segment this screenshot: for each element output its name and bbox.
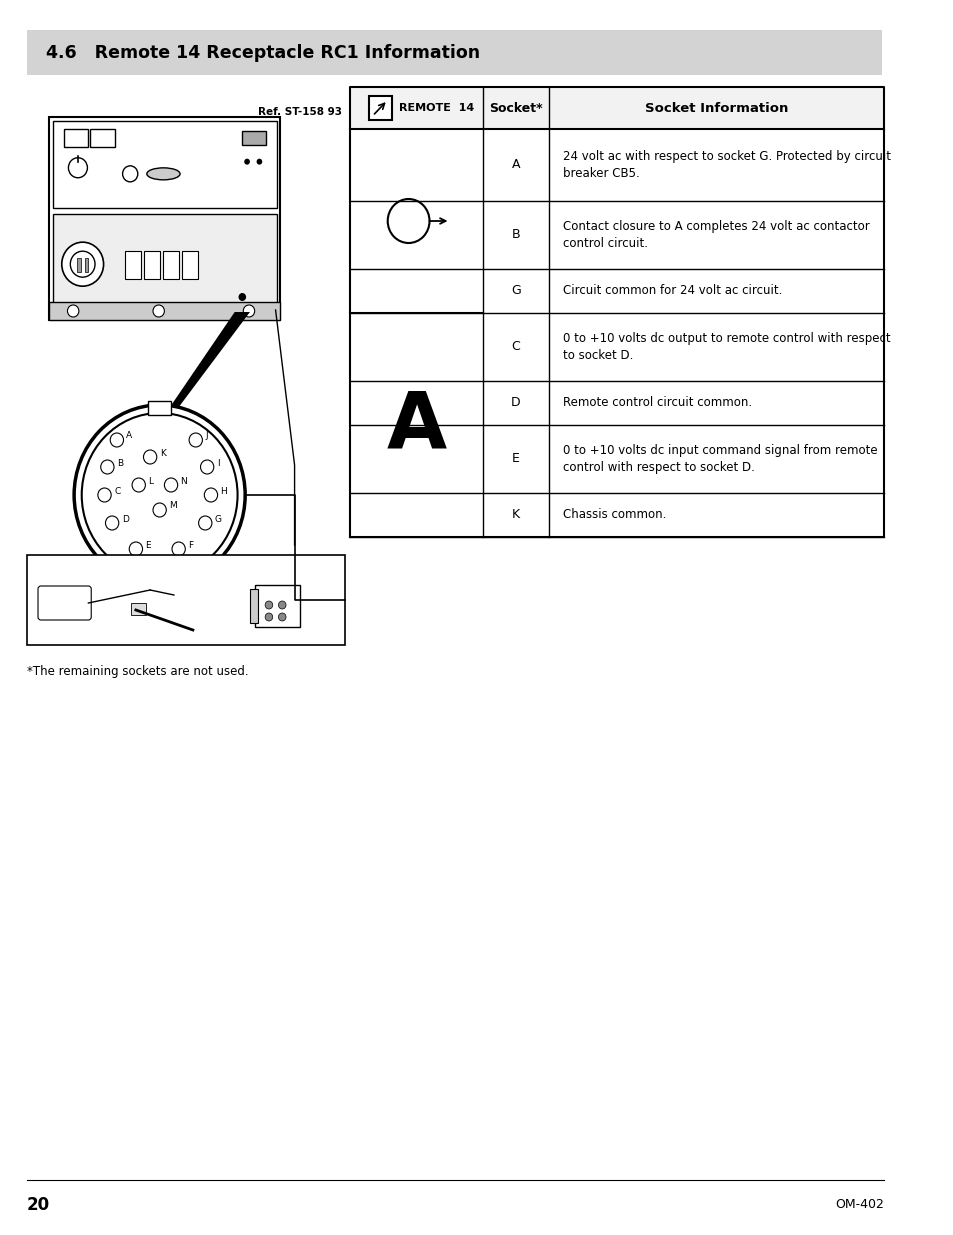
Text: H: H [220,487,227,495]
Circle shape [265,613,273,621]
Text: 4.6   Remote 14 Receptacle RC1 Information: 4.6 Remote 14 Receptacle RC1 Information [46,43,479,62]
Circle shape [387,199,429,243]
Circle shape [238,293,246,301]
Circle shape [101,459,114,474]
Text: C: C [511,341,519,353]
FancyBboxPatch shape [38,585,91,620]
Bar [53,215,276,314]
Circle shape [204,488,217,501]
Polygon shape [157,312,250,425]
Text: REMOTE  14: REMOTE 14 [398,103,474,112]
Circle shape [122,165,137,182]
Circle shape [82,412,237,577]
Circle shape [62,242,104,287]
Bar [144,251,159,279]
Text: *The remaining sockets are not used.: *The remaining sockets are not used. [27,664,248,678]
Text: E: E [512,452,519,466]
Text: J: J [205,431,208,441]
Text: K: K [512,509,519,521]
Circle shape [152,503,166,517]
Bar [368,96,391,120]
Circle shape [200,459,213,474]
Circle shape [265,601,273,609]
Text: B: B [117,458,123,468]
Text: 20: 20 [27,1195,50,1214]
Text: Chassis common.: Chassis common. [562,509,665,521]
Text: A: A [511,158,519,172]
Text: A: A [126,431,132,441]
Circle shape [189,433,202,447]
Text: D: D [511,396,520,410]
Circle shape [106,516,119,530]
Text: Socket Information: Socket Information [644,101,787,115]
Circle shape [69,158,88,178]
Text: M: M [169,501,176,510]
Text: Socket*: Socket* [489,101,542,115]
Text: 24 volt ac with respect to socket G. Protected by circuit
breaker CB5.: 24 volt ac with respect to socket G. Pro… [562,149,889,180]
Bar [125,251,140,279]
Text: G: G [214,515,221,524]
Text: Circuit common for 24 volt ac circuit.: Circuit common for 24 volt ac circuit. [562,284,781,298]
Text: Ref. ST-158 93: Ref. ST-158 93 [258,107,342,117]
Text: 0 to +10 volts dc input command signal from remote
control with respect to socke: 0 to +10 volts dc input command signal f… [562,445,876,474]
Circle shape [71,251,95,277]
Bar [163,251,178,279]
Bar [77,258,81,272]
Bar [250,589,257,622]
Circle shape [129,542,142,556]
Bar [131,603,146,615]
Text: I: I [216,458,219,468]
Text: G: G [511,284,520,298]
Circle shape [278,613,286,621]
Bar [53,121,276,209]
Bar [91,128,115,147]
Circle shape [164,478,177,492]
Bar [182,251,197,279]
Bar [242,131,266,144]
Text: E: E [145,541,151,550]
Bar [50,117,280,320]
Text: N: N [180,477,187,485]
Text: A: A [386,387,446,463]
Bar [85,258,89,272]
Text: K: K [159,448,166,457]
Text: L: L [148,477,153,485]
Text: Contact closure to A completes 24 volt ac contactor
control circuit.: Contact closure to A completes 24 volt a… [562,220,868,249]
Circle shape [172,542,185,556]
Text: OM-402: OM-402 [834,1198,882,1212]
Circle shape [143,450,156,464]
Text: 0 to +10 volts dc output to remote control with respect
to socket D.: 0 to +10 volts dc output to remote contr… [562,332,889,362]
Bar [148,401,171,415]
Bar [350,86,882,128]
Text: F: F [188,541,193,550]
Circle shape [132,478,145,492]
Text: B: B [511,228,519,242]
Circle shape [98,488,112,501]
Circle shape [243,305,254,317]
Ellipse shape [147,168,180,180]
Bar [254,585,300,627]
Circle shape [256,158,262,164]
Text: Remote control circuit common.: Remote control circuit common. [562,396,751,410]
Circle shape [111,433,123,447]
Circle shape [152,305,164,317]
Circle shape [74,405,245,585]
Bar [64,128,89,147]
Text: D: D [121,515,129,524]
Circle shape [68,305,79,317]
Circle shape [198,516,212,530]
Circle shape [244,158,250,164]
Text: C: C [114,487,120,495]
Bar [27,555,345,645]
Bar [27,30,881,75]
Bar [50,303,280,320]
Circle shape [278,601,286,609]
